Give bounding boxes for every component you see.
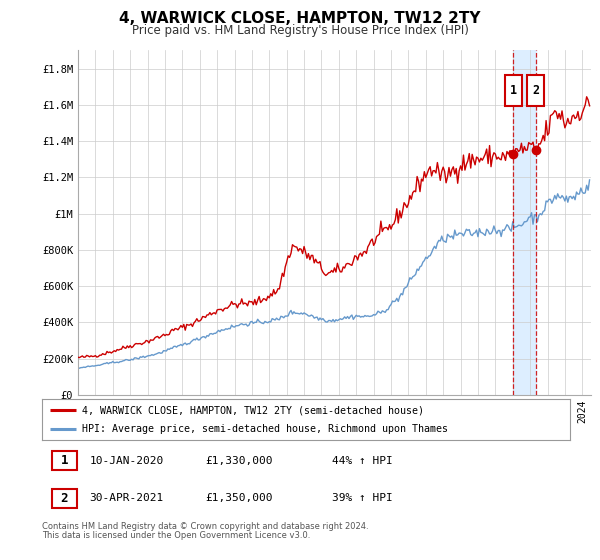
Bar: [514, 50, 536, 395]
Text: 4, WARWICK CLOSE, HAMPTON, TW12 2TY: 4, WARWICK CLOSE, HAMPTON, TW12 2TY: [119, 11, 481, 26]
Text: Contains HM Land Registry data © Crown copyright and database right 2024.: Contains HM Land Registry data © Crown c…: [42, 522, 368, 531]
Text: 30-APR-2021: 30-APR-2021: [89, 493, 164, 503]
Text: 2: 2: [532, 83, 539, 96]
Text: £1,330,000: £1,330,000: [206, 455, 273, 465]
Bar: [52, 451, 77, 470]
Text: 2: 2: [61, 492, 68, 505]
Bar: [52, 488, 77, 508]
FancyBboxPatch shape: [527, 74, 544, 105]
Text: 1: 1: [510, 83, 517, 96]
Text: 1: 1: [61, 454, 68, 467]
Text: Price paid vs. HM Land Registry's House Price Index (HPI): Price paid vs. HM Land Registry's House …: [131, 24, 469, 36]
Text: 10-JAN-2020: 10-JAN-2020: [89, 455, 164, 465]
Text: 44% ↑ HPI: 44% ↑ HPI: [332, 455, 393, 465]
Text: £1,350,000: £1,350,000: [206, 493, 273, 503]
FancyBboxPatch shape: [505, 74, 522, 105]
Text: This data is licensed under the Open Government Licence v3.0.: This data is licensed under the Open Gov…: [42, 531, 310, 540]
Text: 4, WARWICK CLOSE, HAMPTON, TW12 2TY (semi-detached house): 4, WARWICK CLOSE, HAMPTON, TW12 2TY (sem…: [82, 405, 424, 415]
Text: HPI: Average price, semi-detached house, Richmond upon Thames: HPI: Average price, semi-detached house,…: [82, 424, 448, 433]
Text: 39% ↑ HPI: 39% ↑ HPI: [332, 493, 393, 503]
